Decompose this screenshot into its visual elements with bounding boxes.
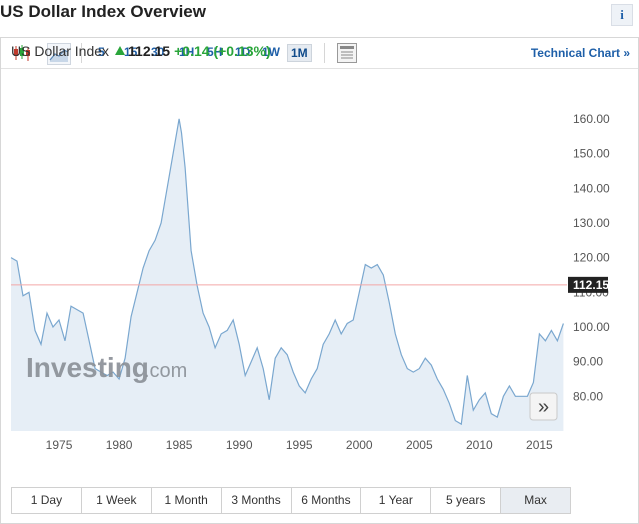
timeframe-5h[interactable]: 5H xyxy=(207,45,223,59)
y-tick-label: 80.00 xyxy=(573,389,603,403)
x-tick-label: 1995 xyxy=(286,438,313,452)
y-tick-label: 140.00 xyxy=(573,181,610,195)
y-tick-label: 130.00 xyxy=(573,216,610,230)
technical-chart-link[interactable]: Technical Chart » xyxy=(530,46,630,60)
toolbar-divider xyxy=(81,43,82,63)
range-selector: 1 Day 1 Week 1 Month 3 Months 6 Months 1… xyxy=(11,487,571,514)
quote-summary: US Dollar Index 112.15 +0.14 (+0.13%) xyxy=(11,43,271,59)
y-tick-label: 160.00 xyxy=(573,112,610,126)
timeframe-30[interactable]: 30 xyxy=(151,45,165,59)
timeframe-1m[interactable]: 1M xyxy=(287,44,312,62)
info-icon[interactable]: i xyxy=(611,4,633,26)
up-arrow-icon xyxy=(115,46,126,55)
price-chart: 80.0090.00100.00110.00120.00130.00140.00… xyxy=(10,112,610,452)
price-change: +0.14 xyxy=(174,43,210,59)
watermark-brand: Investing xyxy=(26,352,149,383)
y-tick-label: 100.00 xyxy=(573,320,610,334)
price-area xyxy=(11,118,564,432)
range-1-year[interactable]: 1 Year xyxy=(361,488,432,513)
x-tick-label: 1980 xyxy=(106,438,133,452)
x-tick-label: 1990 xyxy=(226,438,253,452)
x-tick-label: 2015 xyxy=(526,438,553,452)
scroll-right-button[interactable]: » xyxy=(529,392,558,421)
price-change-percent: (+0.13%) xyxy=(213,43,271,59)
y-tick-label: 120.00 xyxy=(573,251,610,265)
x-tick-label: 1975 xyxy=(46,438,73,452)
toolbar-divider xyxy=(324,43,325,63)
range-max[interactable]: Max xyxy=(501,488,570,513)
timeframe-1w[interactable]: 1W xyxy=(262,45,280,59)
instrument-name: US Dollar Index xyxy=(11,43,110,59)
layout-icon[interactable] xyxy=(337,43,357,63)
x-tick-label: 1985 xyxy=(166,438,193,452)
timeframe-15[interactable]: 15 xyxy=(124,45,138,59)
timeframe-1h[interactable]: 1H xyxy=(179,45,195,59)
x-tick-label: 2005 xyxy=(406,438,433,452)
area-chart-icon[interactable] xyxy=(47,43,71,65)
last-price: 112.15 xyxy=(128,43,171,59)
range-1-week[interactable]: 1 Week xyxy=(82,488,152,513)
range-5-years[interactable]: 5 years xyxy=(431,488,502,513)
range-3-months[interactable]: 3 Months xyxy=(222,488,292,513)
current-value-label: 112.15 xyxy=(573,278,609,292)
x-tick-label: 2010 xyxy=(466,438,493,452)
page-title: US Dollar Index Overview xyxy=(0,2,206,21)
y-tick-label: 90.00 xyxy=(573,355,603,369)
range-1-day[interactable]: 1 Day xyxy=(12,488,82,513)
chart-toolbar: 5 15 30 1H 5H 1D 1W 1M Technical Chart » xyxy=(1,38,638,69)
timeframe-5[interactable]: 5 xyxy=(98,45,105,59)
timeframe-1d[interactable]: 1D xyxy=(235,45,251,59)
candlestick-icon[interactable] xyxy=(11,43,33,63)
watermark-suffix: .com xyxy=(144,360,187,382)
scroll-right-icon: » xyxy=(538,396,549,418)
x-tick-label: 2000 xyxy=(346,438,373,452)
range-1-month[interactable]: 1 Month xyxy=(152,488,222,513)
price-line xyxy=(10,118,564,426)
current-value-box xyxy=(568,276,608,293)
range-6-months[interactable]: 6 Months xyxy=(292,488,362,513)
y-tick-label: 150.00 xyxy=(573,147,610,161)
